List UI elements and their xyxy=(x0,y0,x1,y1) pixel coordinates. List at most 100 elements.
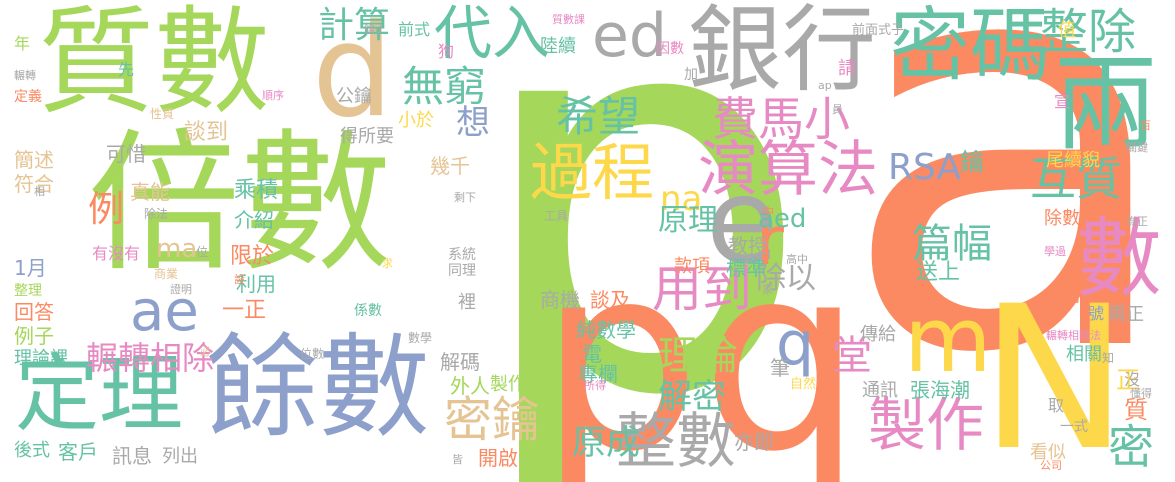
word-mi: 密 xyxy=(1108,420,1154,474)
word-miyao: 密鑰 xyxy=(444,392,541,448)
word-ziran: 自然 xyxy=(790,377,817,392)
word-xueguo: 學過 xyxy=(1044,245,1066,258)
word-chushu: 除數 xyxy=(1044,208,1080,229)
word-dingyi: 定義 xyxy=(14,89,42,105)
word-guanjian: 關鍵 xyxy=(1126,141,1148,154)
word-xingzhi: 性質 xyxy=(150,107,175,121)
word-dongde: 懂得 xyxy=(1130,387,1152,400)
word-houshi: 後式 xyxy=(14,440,50,461)
word-xitong: 系統 xyxy=(448,247,476,263)
word-kuanxiang: 款項 xyxy=(674,256,710,277)
word-ap: ap xyxy=(818,79,832,92)
word-shangye: 商業 xyxy=(154,267,179,281)
word-q: q xyxy=(776,309,815,379)
word-gongju: 工具 xyxy=(544,209,569,223)
word-yuancheng: 原成 xyxy=(572,423,640,463)
word-ae: ae xyxy=(130,279,199,344)
word-xunxi: 訊息 xyxy=(112,444,152,468)
word-xiangguan: 相關 xyxy=(1066,344,1102,365)
word-pianfu: 篇幅 xyxy=(912,221,992,267)
word-zhuanlan: 專欄 xyxy=(578,362,618,386)
word-xianyu: 限於 xyxy=(230,244,275,269)
word-gongyao: 公鑰 xyxy=(336,86,372,107)
word-liangzheng: 兩正 xyxy=(1108,304,1144,325)
word-shuxue: 數學 xyxy=(408,331,433,345)
word-yushu: 餘數 xyxy=(206,323,430,453)
word-nian: 年 xyxy=(14,34,31,53)
word-na: na xyxy=(660,179,703,219)
word-xuan: 宣 xyxy=(1054,92,1071,111)
word-feima: 費馬小 xyxy=(712,92,850,146)
word-dingli: 定理 xyxy=(15,345,184,443)
word-yuanli: 原理 xyxy=(658,203,718,238)
word-jie: 皆 xyxy=(452,453,463,466)
word-d: d xyxy=(312,0,394,146)
word-r: r xyxy=(756,202,784,281)
word-kexi: 可惜 xyxy=(106,142,146,166)
word-wei: 位 xyxy=(196,245,209,259)
word-gongbu: 公佈 xyxy=(1044,288,1080,309)
word-yongdao: 用到 xyxy=(652,260,752,318)
word-rsa: RSA xyxy=(888,147,962,188)
word-desuoyao: 得所要 xyxy=(340,126,394,147)
word-huzhi: 互質 xyxy=(1030,152,1122,206)
word-kaiqi: 開啟 xyxy=(478,446,518,470)
word-dian: 電 xyxy=(582,342,602,366)
word-fanzhuanchufa: 輾轉相除法 xyxy=(1046,329,1101,342)
word-weizheng: 為正 xyxy=(1126,215,1148,228)
word-jia: 加 xyxy=(684,67,698,83)
word-mima: 密碼 xyxy=(890,0,1050,92)
word-zheng: 正 xyxy=(1116,366,1140,394)
word-xiang: 想 xyxy=(456,103,490,143)
word-guocheng: 過程 xyxy=(530,136,655,209)
word-xiang2: 相 xyxy=(34,185,45,198)
word-huida: 回答 xyxy=(14,300,54,324)
word-zhengchu: 整除 xyxy=(1040,4,1137,60)
word-yinhang: 銀行 xyxy=(688,0,877,105)
word-aed: aed xyxy=(758,204,807,234)
word-gongsi: 公司 xyxy=(1040,459,1062,472)
word-tang: 堂 xyxy=(832,333,872,379)
word-luxu: 陸續 xyxy=(540,36,576,57)
word-youmeiyou: 有沒有 xyxy=(92,244,141,263)
word-chuangei: 傳給 xyxy=(860,324,896,345)
word-qiu: 求 xyxy=(382,257,393,270)
word-jiema: 解碼 xyxy=(440,350,480,374)
word-jiqian: 幾千 xyxy=(430,154,470,178)
word-yuan: 員 xyxy=(832,103,843,116)
word-bai: 百 xyxy=(1140,119,1151,132)
word-hao: 號 xyxy=(1088,304,1105,323)
word-zhi2: 質 xyxy=(1124,396,1148,424)
word-tongli: 同理 xyxy=(448,263,476,279)
word-wuqiong: 無窮 xyxy=(402,62,487,111)
word-qianshi: 前式 xyxy=(398,20,431,39)
word-jia2: 家 xyxy=(762,283,773,296)
word-bi2: 必 xyxy=(200,345,211,358)
word-liyong: 利用 xyxy=(236,272,276,296)
word-shangji: 商機 xyxy=(540,288,580,312)
word-liechu: 列出 xyxy=(162,446,198,467)
word-weixumao: 尾續貎 xyxy=(1046,150,1100,171)
word-tanji: 談及 xyxy=(590,288,630,312)
word-li2: 裡 xyxy=(458,292,476,313)
word-gou: 狗 xyxy=(438,42,455,61)
word-zhi3: 值 xyxy=(1058,20,1076,41)
word-m: m xyxy=(904,288,992,393)
word-lilun: 理論 xyxy=(658,333,738,379)
word-fanzhuan: 輾轉相除 xyxy=(86,339,215,377)
word-zhizuo: 製作 xyxy=(868,391,985,459)
word-mei: 沒 xyxy=(1124,370,1141,389)
word-zhengshu: 整數 xyxy=(616,407,736,477)
word-pq: pq xyxy=(539,211,863,482)
word-xian: 先 xyxy=(118,60,135,79)
word-jisuan: 計算 xyxy=(318,5,391,46)
word-liang: 兩 xyxy=(1054,43,1159,165)
word-fanzhuan2: 輾轉 xyxy=(14,69,36,82)
word-zhanghaichao: 張海潮 xyxy=(910,378,970,402)
word-zhishuke: 質數課 xyxy=(552,13,585,26)
word-tongxun: 通訊 xyxy=(862,380,898,401)
word-zhizuochu: 製作出 xyxy=(490,374,544,395)
word-qu: 取 xyxy=(1048,396,1065,415)
word-shengxia: 剩下 xyxy=(454,191,476,204)
